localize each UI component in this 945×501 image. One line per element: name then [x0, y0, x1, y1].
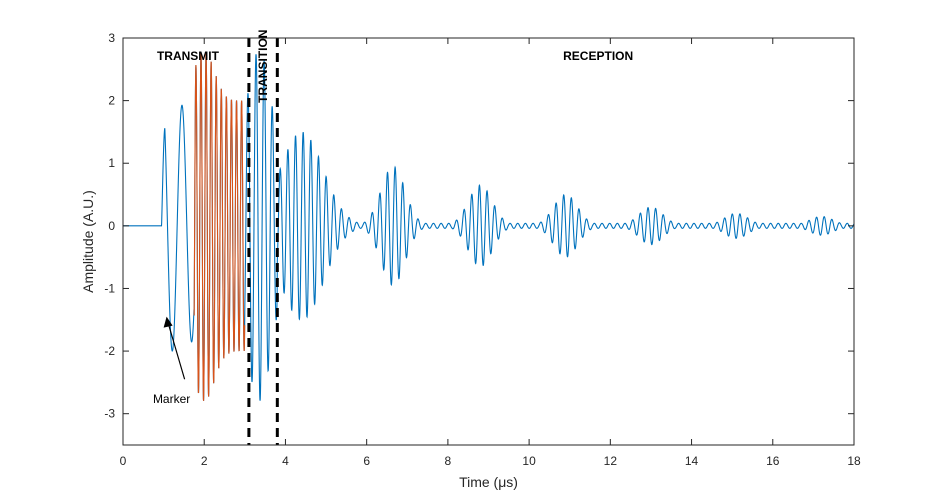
- x-tick-label: 18: [847, 454, 861, 468]
- region-label-reception: RECEPTION: [563, 49, 633, 63]
- x-tick-label: 12: [604, 454, 618, 468]
- x-tick-label: 10: [522, 454, 536, 468]
- x-tick-label: 2: [201, 454, 208, 468]
- marker-annotation: Marker: [153, 316, 190, 406]
- marker-label: Marker: [153, 392, 190, 406]
- x-tick-label: 16: [766, 454, 780, 468]
- plot-background: [123, 38, 854, 445]
- x-tick-label: 8: [445, 454, 452, 468]
- x-tick-label: 6: [363, 454, 370, 468]
- signal-layer: [123, 51, 855, 401]
- y-tick-label: 0: [108, 219, 115, 233]
- plot-area: [123, 38, 854, 445]
- y-axis-ticks: 3 2 1 0 -1 -2 -3: [104, 31, 854, 421]
- y-tick-label: 3: [108, 31, 115, 45]
- x-axis-label: Time (μs): [459, 474, 518, 490]
- transmit-pulse-line: [193, 51, 246, 401]
- y-tick-label: 2: [108, 94, 115, 108]
- region-boundaries: [247, 38, 279, 445]
- x-tick-label: 0: [120, 454, 127, 468]
- y-axis-label: Amplitude (A.U.): [80, 190, 96, 293]
- marker-arrow-head: [163, 316, 173, 328]
- axes-box: [122, 37, 855, 446]
- marker-arrow-shaft: [168, 324, 186, 380]
- axes: [122, 37, 855, 446]
- received-signal-line: [123, 51, 855, 401]
- x-tick-label: 4: [282, 454, 289, 468]
- y-tick-label: -2: [104, 344, 115, 358]
- y-tick-label: 1: [108, 156, 115, 170]
- y-tick-label: -3: [104, 407, 115, 421]
- region-label-transition: TRANSITION: [256, 30, 270, 103]
- region-label-transmit: TRANSMIT: [157, 49, 220, 63]
- region-labels: TRANSMIT TRANSITION RECEPTION: [157, 30, 633, 103]
- x-tick-label: 14: [685, 454, 699, 468]
- y-tick-label: -1: [104, 281, 115, 295]
- x-axis-ticks: 0 2 4 6 8 10 12 14 16 18: [120, 38, 861, 468]
